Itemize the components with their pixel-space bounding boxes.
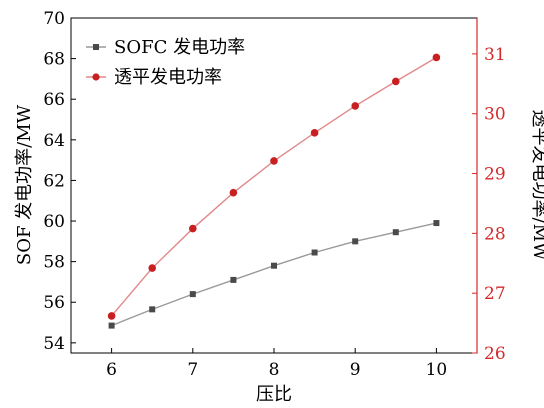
y2-axis-ticks: 26 27 28 29 30 31 — [472, 45, 506, 364]
y-tick-label: 68 — [43, 50, 65, 70]
x-tick-label: 7 — [187, 360, 198, 380]
y2-tick-label: 31 — [484, 45, 506, 65]
y-tick-label: 54 — [43, 334, 65, 354]
legend: SOFC 发电功率 透平发电功率 — [86, 37, 245, 88]
series-point-1 — [229, 188, 238, 197]
y-tick-label: 60 — [43, 212, 65, 232]
legend-label-sofc: SOFC 发电功率 — [114, 37, 245, 58]
y2-tick-label: 27 — [484, 284, 506, 304]
x-tick-label: 6 — [106, 360, 117, 380]
x-axis-label: 压比 — [256, 384, 292, 405]
x-tick-label: 9 — [350, 360, 361, 380]
y2-tick-label: 29 — [484, 165, 506, 185]
y2-tick-label: 28 — [484, 224, 506, 244]
y-tick-label: 70 — [43, 9, 65, 29]
x-axis-ticks: 6 7 8 9 10 — [106, 348, 447, 380]
series-point-0 — [189, 291, 196, 298]
series-point-0 — [392, 229, 399, 236]
series-point-0 — [230, 276, 237, 283]
y2-axis-label: 透平发电功率/MW — [529, 110, 544, 261]
series-point-0 — [433, 220, 440, 227]
series-point-1 — [148, 264, 156, 272]
series-point-1 — [432, 53, 441, 62]
y-tick-label: 66 — [43, 90, 65, 110]
y2-tick-label: 30 — [484, 105, 506, 125]
legend-marker-turbine — [92, 73, 100, 81]
series-point-0 — [311, 249, 318, 256]
y2-tick-label: 26 — [484, 344, 506, 364]
y-axis-ticks: 54 56 58 60 62 64 66 68 70 — [43, 9, 76, 354]
series-point-0 — [149, 306, 156, 313]
x-tick-label: 10 — [426, 360, 448, 380]
series-point-1 — [270, 157, 278, 165]
series-line-0 — [111, 222, 437, 327]
series-point-1 — [392, 77, 400, 86]
legend-marker-sofc — [93, 44, 99, 50]
legend-item-sofc: SOFC 发电功率 — [86, 37, 245, 58]
series-point-1 — [107, 312, 116, 320]
series-point-0 — [271, 262, 277, 269]
y-axis-label: SOF 发电功率/MW — [14, 104, 35, 265]
series-point-0 — [108, 322, 115, 329]
legend-label-turbine: 透平发电功率 — [114, 67, 222, 88]
series-layer — [107, 53, 441, 329]
x-tick-label: 8 — [269, 360, 280, 380]
legend-item-turbine: 透平发电功率 — [86, 67, 222, 88]
series-point-0 — [352, 238, 359, 245]
series-point-1 — [189, 224, 197, 233]
y-tick-label: 64 — [43, 131, 65, 151]
series-point-1 — [310, 129, 319, 137]
y-tick-label: 56 — [43, 293, 65, 313]
y-tick-label: 58 — [43, 253, 65, 273]
y-tick-label: 62 — [43, 171, 65, 191]
series-point-1 — [351, 102, 360, 110]
series-line-1 — [111, 56, 437, 317]
